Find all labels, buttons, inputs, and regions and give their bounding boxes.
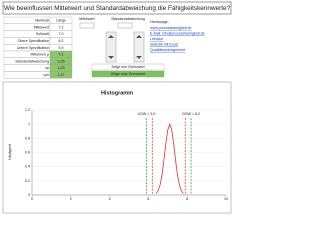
value: 7,1 (59, 53, 64, 57)
x-tick-label: 0 (31, 197, 33, 201)
limit-label: UGW = 5,9 (138, 112, 156, 116)
value: 7,0 (59, 32, 64, 36)
y-tick-label: 0 (28, 193, 30, 197)
button-label: Zeige min Grenzwert (111, 65, 144, 69)
label: cpk (43, 73, 49, 77)
x-tick-label: 6 (147, 197, 149, 201)
link[interactable]: Qualitätsmanagement (150, 48, 185, 52)
label: Obere Spezifikation (18, 39, 49, 43)
label: Standardabweichung (15, 59, 49, 63)
x-tick-label: 10 (224, 197, 228, 201)
label: Sollmaß (36, 32, 50, 36)
x-tick-label: 8 (186, 197, 188, 201)
spinners[interactable] (105, 31, 145, 63)
value-cell (49, 71, 73, 79)
value: 7,1 (59, 25, 64, 29)
value: 5,9 (59, 46, 64, 50)
y-tick-label: 0.6 (25, 150, 30, 154)
links-heading: Homepage: (150, 20, 169, 24)
label-cell (3, 64, 51, 72)
y-tick-label: 0.8 (25, 136, 30, 140)
button[interactable] (91, 63, 165, 71)
button[interactable] (91, 70, 165, 78)
y-tick-label: 1.2 (25, 108, 30, 112)
chart-frame (2, 81, 232, 214)
value: 1,47 (58, 73, 65, 77)
value: 1,53 (58, 66, 65, 70)
input[interactable] (79, 22, 95, 29)
y-tick-label: 0.4 (25, 165, 30, 169)
label: Mittelwert (34, 25, 49, 29)
control-label: Mittelwert (79, 17, 94, 21)
limit-label: OGW = 8,2 (182, 112, 200, 116)
label: cp (45, 66, 49, 70)
value: Länge (56, 19, 66, 23)
label: Untere Spezifikation (17, 46, 49, 50)
value: 8,2 (59, 39, 64, 43)
y-tick-label: 0.2 (25, 179, 30, 183)
value: 0,25 (58, 59, 65, 63)
link[interactable]: Statistik mit Excel (150, 42, 178, 46)
link[interactable]: E-Mail: info@prozessfaehigkeit.de (150, 31, 205, 35)
title-box (2, 1, 232, 15)
y-axis-label: Häufigkeit (8, 144, 12, 160)
input[interactable] (117, 22, 133, 29)
y-tick-label: 1 (28, 122, 30, 126)
chart-title: Histogramm (101, 90, 133, 96)
control-label: Standardabweichung (111, 17, 145, 21)
link[interactable]: Literatur (150, 37, 164, 41)
sheet-title: Wie beeinflussen Mittelwert und Standard… (4, 5, 231, 12)
x-tick-label: 2 (70, 197, 72, 201)
link[interactable]: www.prozessfaehigkeit.de (150, 26, 192, 30)
label: Mittelwert µ (31, 53, 49, 57)
label: Merkmal (35, 19, 49, 23)
button-label: Zeige max Grenzwert (111, 72, 145, 76)
x-tick-label: 4 (109, 197, 111, 201)
distribution-curve (155, 122, 184, 194)
sheet: Wie beeinflussen Mittelwert und Standard… (2, 1, 232, 214)
